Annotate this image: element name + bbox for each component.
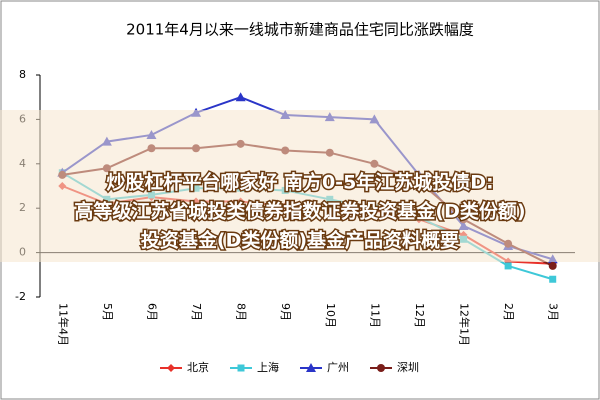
overlay-text: 投资基金(D类份额)基金产品资料概要 [141, 229, 459, 252]
overlay-band [0, 110, 600, 262]
point [504, 262, 512, 270]
legend-marker [167, 364, 175, 372]
x-tick-label: 2月 [502, 303, 515, 321]
point [549, 275, 557, 283]
legend-marker [377, 364, 385, 372]
x-tick-label: 5月 [101, 303, 114, 321]
point [235, 92, 246, 102]
overlay-text: 炒股杠杆平台哪家好 南方0-5年江苏城投债D: [106, 171, 493, 194]
x-tick-label: 6月 [145, 303, 158, 321]
x-tick-label: 12月 [413, 303, 426, 328]
point [548, 261, 557, 270]
x-tick-label: 12年1月 [458, 303, 472, 346]
y-tick-label: -2 [15, 290, 26, 303]
x-tick-label: 7月 [190, 303, 203, 321]
y-tick-label: 8 [19, 68, 26, 81]
overlay-text: 高等级江苏省城投类债券指数证券投资基金(D类份额) [74, 200, 525, 223]
legend-label: 广州 [327, 361, 349, 374]
x-tick-label: 8月 [235, 303, 248, 321]
legend-label: 深圳 [397, 361, 419, 374]
legend-marker [306, 363, 316, 372]
x-tick-label: 10月 [324, 303, 337, 328]
chart-title: 2011年4月以来一线城市新建商品住宅同比涨跌幅度 [126, 21, 474, 39]
legend-label: 北京 [187, 360, 209, 374]
x-tick-label: 9月 [279, 303, 292, 321]
x-tick-label: 11年4月 [56, 303, 70, 346]
legend-label: 上海 [257, 360, 279, 374]
x-tick-label: 3月 [547, 303, 560, 321]
x-tick-label: 11月 [368, 303, 381, 328]
legend-marker [237, 364, 245, 372]
